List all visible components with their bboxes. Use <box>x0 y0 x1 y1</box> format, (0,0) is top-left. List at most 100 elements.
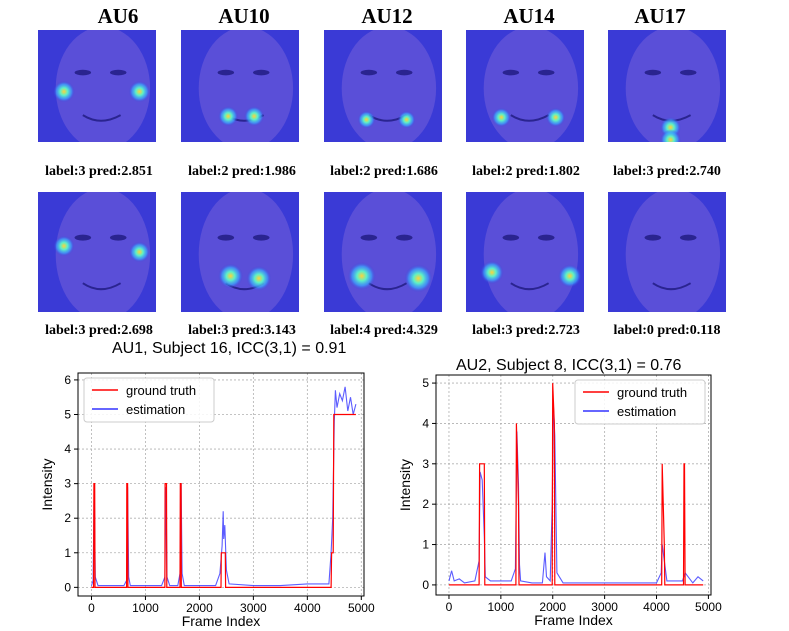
x-tick-label-0: 0 <box>88 601 95 615</box>
x-tick-label-4: 4000 <box>643 600 670 614</box>
right-eye <box>537 234 555 241</box>
mouth <box>82 114 122 122</box>
face-au14-row2 <box>466 192 584 312</box>
right-eye <box>252 69 270 76</box>
y-tick-label-2: 2 <box>422 497 429 511</box>
face-shape <box>55 30 151 142</box>
mouth <box>510 114 550 122</box>
x-tick-label-4: 4000 <box>294 601 321 615</box>
y-tick-label-4: 4 <box>64 442 71 456</box>
heat-spot-2 <box>129 241 150 263</box>
right-eye <box>252 234 270 241</box>
face-label-au12-row1: label:2 pred:1.686 <box>330 164 438 179</box>
face-au6-row2 <box>38 192 156 312</box>
heat-spot-2 <box>244 106 265 127</box>
heat-spot-1 <box>53 235 75 257</box>
series-line-ground-truth <box>91 413 356 589</box>
chart2-title: AU2, Subject 8, ICC(3,1) = 0.76 <box>456 357 682 374</box>
plot-frame <box>77 372 365 597</box>
heat-spot-2 <box>128 80 151 103</box>
face-shape <box>55 192 151 312</box>
series-line-ground-truth <box>449 383 704 586</box>
face-au17-row1 <box>608 30 726 142</box>
left-eye <box>74 69 92 76</box>
legend-label-estimation: estimation <box>617 404 676 419</box>
face-label-au10-row1: label:2 pred:1.986 <box>188 164 296 179</box>
mouth <box>652 282 692 291</box>
right-eye <box>395 69 413 76</box>
x-axis-label: Frame Index <box>534 612 613 628</box>
right-eye <box>679 69 697 76</box>
heat-spot-1 <box>491 107 511 127</box>
chart-1: 0 1000 2000 3000 4000 5000 0 1 2 3 4 5 6 Frame Index I… <box>39 372 375 629</box>
y-tick-label-5: 5 <box>422 376 429 390</box>
y-tick-label-4: 4 <box>422 416 429 430</box>
left-eye <box>74 234 92 241</box>
x-tick-label-2: 2000 <box>186 601 213 615</box>
heat-spot-1 <box>218 263 243 289</box>
left-eye <box>217 234 235 241</box>
face-label-au6-row2: label:3 pred:2.698 <box>45 323 153 338</box>
left-eye <box>502 69 520 76</box>
heat-spot-1 <box>218 106 239 127</box>
chart1-title: AU1, Subject 16, ICC(3,1) = 0.91 <box>112 340 347 357</box>
y-tick-label-3: 3 <box>64 477 71 491</box>
y-tick-label-2: 2 <box>64 511 71 525</box>
face-label-au17-row1: label:3 pred:2.740 <box>613 164 721 179</box>
left-eye <box>644 234 662 241</box>
right-eye <box>109 234 127 241</box>
right-eye <box>395 234 413 241</box>
face-au10-row1 <box>181 30 299 142</box>
heat-spot-2 <box>546 107 566 127</box>
y-tick-label-6: 6 <box>64 373 71 387</box>
au-header-1: AU6 <box>97 4 139 28</box>
x-tick-label-5: 5000 <box>695 600 722 614</box>
heat-spot-2 <box>404 264 433 293</box>
au-header-4: AU14 <box>503 4 555 28</box>
face-label-au10-row2: label:3 pred:3.143 <box>188 323 296 338</box>
x-axis-label: Frame Index <box>182 613 261 629</box>
y-tick-label-5: 5 <box>64 407 71 421</box>
face-shape <box>625 192 721 312</box>
face-shape <box>483 192 579 312</box>
x-tick-label-2: 2000 <box>539 600 566 614</box>
legend-label-ground-truth: ground truth <box>126 383 196 398</box>
left-eye <box>502 234 520 241</box>
face-au6-row1 <box>38 30 156 142</box>
legend-label-estimation: estimation <box>126 402 185 417</box>
x-tick-label-0: 0 <box>446 600 453 614</box>
face-label-au14-row1: label:2 pred:1.802 <box>472 164 580 179</box>
right-eye <box>679 234 697 241</box>
face-shape <box>625 30 721 142</box>
right-eye <box>109 69 127 76</box>
y-tick-label-1: 1 <box>64 546 71 560</box>
left-eye <box>217 69 235 76</box>
heat-spot-1 <box>357 110 376 129</box>
au-header-3: AU12 <box>361 4 413 28</box>
right-eye <box>537 69 555 76</box>
face-au14-row1 <box>466 30 584 142</box>
face-au10-row2 <box>181 192 299 312</box>
series-line-estimation <box>448 403 704 584</box>
x-tick-label-1: 1000 <box>488 600 515 614</box>
face-au12-row1 <box>324 30 442 142</box>
face-au12-row2 <box>324 192 442 312</box>
y-axis-label: Intensity <box>397 459 413 511</box>
face-label-au14-row2: label:3 pred:2.723 <box>472 323 580 338</box>
heat-spot-2 <box>558 264 582 288</box>
heat-spot-1 <box>53 80 75 103</box>
plot-frame <box>435 374 712 596</box>
face-au17-row2 <box>608 192 726 312</box>
left-eye <box>360 69 378 76</box>
heat-spot-1 <box>480 260 504 284</box>
heat-spot-2 <box>246 266 272 291</box>
left-eye <box>360 234 378 241</box>
x-tick-label-1: 1000 <box>132 601 159 615</box>
au-header-5: AU17 <box>634 4 686 28</box>
mouth <box>510 282 550 291</box>
y-tick-label-1: 1 <box>422 538 429 552</box>
legend-box <box>574 379 706 425</box>
legend-label-ground-truth: ground truth <box>617 385 687 400</box>
x-tick-label-5: 5000 <box>348 601 375 615</box>
